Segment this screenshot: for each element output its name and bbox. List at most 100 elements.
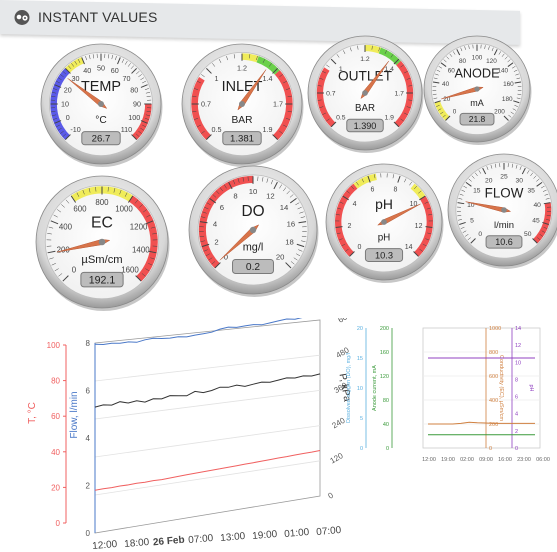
gauge-tick — [273, 181, 278, 190]
gauge-tick-label: 10 — [467, 202, 475, 209]
gauge-tick — [428, 214, 433, 216]
gauge-tick — [296, 253, 301, 257]
gauge-tick — [543, 202, 551, 205]
chart2-axis-tick-label: 5 — [360, 416, 363, 422]
gauge-tick — [140, 84, 148, 88]
gauge-tick — [490, 164, 493, 169]
gauge-tick — [337, 207, 342, 210]
chart2-axis-tick-label: 10 — [515, 360, 521, 366]
gauge-tick — [456, 49, 461, 56]
gauge-tick-label: 20 — [443, 96, 451, 103]
gauge-tick — [142, 80, 147, 84]
chart1-x-tick-label: 26 Feb — [153, 535, 186, 549]
chart2-axis-tick-label: 80 — [383, 398, 389, 404]
chart2-axis-tick-label: 0 — [386, 446, 389, 452]
gauge-tick — [516, 97, 521, 99]
gauge-tick — [196, 124, 201, 128]
chart2-axis-tick-label: 20 — [357, 326, 363, 332]
gauge-tick — [144, 118, 150, 120]
gauge-tick — [270, 179, 274, 185]
gauge-tick — [390, 54, 394, 58]
gauge-flow: 0 5 10 15 20 25 30 35 40 45 50 FLOW l/min 10.6 — [442, 148, 557, 272]
gauge-tick-label: 0.5 — [336, 114, 346, 121]
chart1-flow-axis-title: Flow, l/min — [69, 391, 80, 438]
gauge-tick — [491, 47, 494, 52]
gauge-tick — [287, 110, 292, 113]
chart2-x-tick-label: 19:00 — [441, 457, 455, 463]
gauge-tick — [343, 50, 346, 55]
gauge-value: 10.3 — [375, 250, 393, 260]
gauge-tick — [211, 261, 216, 265]
gauge-tick — [543, 226, 548, 229]
gauge-tick — [298, 249, 303, 252]
gauge-tick — [92, 54, 95, 59]
gauge-band — [128, 195, 158, 282]
gauge-tick — [503, 115, 509, 121]
gauge-tick — [297, 206, 302, 210]
gauge-tick — [542, 189, 547, 192]
chart1-x-tick-label: 07:00 — [316, 525, 342, 538]
gauge-value: 0.2 — [246, 262, 260, 273]
gauge-tick — [397, 175, 401, 183]
gauge-tick — [427, 232, 432, 235]
gauge-tick-label: 1.2 — [360, 56, 370, 63]
chart1-flow-tick-label: 4 — [86, 434, 91, 443]
gauge-tick — [218, 58, 222, 63]
gauge-tick — [393, 58, 400, 65]
chart2-axis-tick-label: 6 — [515, 395, 518, 401]
gauge-tick-label: 8 — [394, 186, 398, 193]
gauge-tick — [130, 65, 134, 70]
gauge-inlet: 0.5 0.7 1 1.2 1.4 1.7 1.9 INLET BAR 1.381 — [176, 38, 308, 170]
gauge-tick — [206, 68, 212, 74]
gauge-value: 26.7 — [92, 134, 111, 145]
gauge-unit: mA — [470, 98, 484, 108]
gauge-tick-label: 0.5 — [212, 125, 222, 134]
gauge-tick-label: 5 — [470, 218, 474, 225]
chart1-gridline — [94, 390, 321, 420]
gauge-tick — [326, 118, 330, 122]
gauge-tick — [504, 56, 508, 60]
gauge-tick — [403, 112, 408, 115]
gauge-tick — [319, 77, 324, 80]
gauge-tick-label: 1000 — [115, 205, 133, 214]
gauge-tick — [248, 54, 251, 59]
chart2-axis-title: Conductivity (EC), µSm/cm — [498, 355, 504, 422]
gauge-tick-label: 35 — [527, 187, 535, 194]
chart2-x-tick-label: 02:00 — [460, 457, 474, 463]
gauge-tick — [293, 257, 298, 261]
gauge-tick — [512, 108, 517, 111]
chart2-axis-title: Anode current, mA — [372, 365, 378, 411]
gauge-tick — [193, 118, 199, 120]
gauge-tick — [272, 134, 278, 140]
gauge-tick-label: 800 — [95, 198, 109, 207]
gauge-tick — [201, 130, 205, 134]
gauge-tick-label: 200 — [57, 245, 71, 254]
gauge-band — [394, 60, 414, 128]
gauge-tick — [107, 186, 109, 192]
gauge-ec: 0 200 400 600 800 1000 1200 1400 1600 EC µSm/cm 192… — [30, 170, 174, 314]
chart1-temp-tick-label: 100 — [47, 341, 61, 350]
gauge-tick — [424, 201, 429, 204]
gauge-tick-label: 80 — [459, 58, 467, 65]
gauge-tick-label: 1 — [339, 66, 343, 73]
gauge-tick — [373, 174, 376, 179]
gauge-anode: 0 20 40 60 80 100 120 140 160 180 200 ANODE mA 21.8 — [418, 30, 536, 148]
gauge-tick — [65, 199, 70, 204]
gauge-tick — [203, 249, 208, 252]
gauge-tick — [335, 226, 343, 228]
gauge-hub — [239, 101, 245, 107]
gauge-tick-label: -10 — [70, 125, 80, 134]
gauge-value-box — [80, 271, 124, 288]
chart2-axis-tick-label: 120 — [380, 374, 389, 380]
gauge-tick — [138, 74, 142, 78]
gauge-tick — [76, 192, 80, 197]
gauge-value-box — [222, 131, 262, 146]
gauge-tick-label: 1.4 — [384, 66, 394, 73]
gauge-tick — [192, 110, 197, 113]
gauge-name: ANODE — [454, 66, 499, 80]
chart1-plot-frame — [94, 319, 321, 534]
gauge-tick — [65, 134, 71, 140]
gauge-tick-label: 20 — [64, 86, 72, 95]
gauge-band — [316, 67, 336, 128]
